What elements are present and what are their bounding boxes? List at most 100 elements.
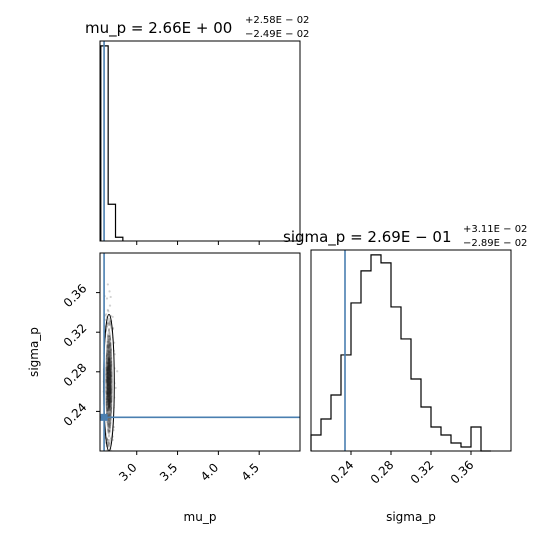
sample-point: [106, 354, 109, 357]
sample-point: [106, 344, 109, 347]
sample-point: [106, 356, 109, 359]
histogram-bin: [391, 307, 401, 451]
sample-point: [105, 459, 107, 461]
sample-point: [108, 352, 111, 355]
joint-x-axis-label: mu_p: [184, 510, 217, 524]
sample-point: [108, 335, 111, 338]
sample-point: [110, 354, 113, 357]
sample-point: [102, 485, 104, 487]
sample-point: [108, 430, 111, 433]
sample-point: [110, 395, 113, 398]
histogram-bin: [116, 237, 123, 241]
sample-point: [109, 409, 112, 412]
sample-point: [107, 422, 110, 426]
sample-point: [108, 424, 111, 428]
histogram-bin: [371, 255, 381, 451]
sample-point: [108, 414, 111, 417]
sample-point: [110, 371, 113, 374]
sample-point: [105, 392, 108, 395]
joint-truth-marker: [100, 413, 108, 421]
histogram-bin: [461, 447, 471, 451]
sample-point: [106, 441, 109, 444]
sample-point: [108, 341, 111, 344]
joint-y-axis-label: sigma_p: [27, 327, 41, 377]
sample-point: [105, 370, 108, 373]
sample-point: [105, 372, 108, 376]
sample-point: [109, 349, 112, 352]
sample-point: [105, 400, 108, 404]
sample-point: [108, 345, 111, 348]
sample-point: [109, 353, 112, 356]
sample-point: [106, 346, 109, 349]
sample-point: [110, 390, 113, 393]
sample-point: [105, 401, 108, 404]
sample-point: [110, 360, 113, 363]
sample-point: [107, 349, 110, 352]
sample-point: [109, 342, 112, 345]
sample-point: [109, 354, 112, 357]
sample-point: [105, 313, 108, 316]
sample-point: [108, 344, 111, 347]
histogram-bin: [311, 435, 321, 451]
sample-point: [106, 409, 109, 412]
sample-point: [108, 422, 111, 425]
y-tick-label: 0.32: [61, 321, 90, 350]
sample-point: [108, 408, 112, 412]
sample-point: [109, 344, 112, 347]
sample-point: [110, 378, 113, 381]
sample-point: [108, 321, 111, 325]
sample-point: [107, 344, 110, 347]
sample-point: [105, 362, 108, 365]
sample-point: [107, 310, 110, 313]
histogram-bin: [331, 395, 341, 451]
sample-point: [107, 350, 111, 353]
sample-point: [110, 395, 113, 399]
sample-point: [108, 413, 111, 416]
sample-point: [110, 408, 113, 411]
sample-point: [107, 335, 110, 338]
sample-point: [105, 352, 108, 355]
sample-point: [106, 340, 109, 344]
sample-point: [107, 342, 110, 346]
histogram-step-line: [100, 45, 124, 241]
mu-p-histogram: [100, 45, 124, 241]
sample-point: [106, 424, 110, 427]
histogram-bin: [451, 443, 461, 451]
sample-point: [108, 424, 111, 427]
sample-point: [106, 283, 109, 286]
sample-point: [107, 428, 110, 431]
histogram-bin: [421, 407, 431, 451]
mu-p-title-upper-error: +2.58E − 02: [245, 15, 309, 26]
sample-point: [106, 421, 109, 424]
sample-point: [109, 453, 111, 455]
mu-p-histogram-ticks: [136, 241, 260, 245]
sigma-p-x-axis-label: sigma_p: [386, 510, 436, 524]
histogram-bin: [431, 427, 441, 451]
sample-point: [110, 351, 113, 354]
mu-p-histogram-frame: [99, 40, 301, 242]
histogram-bin: [381, 263, 391, 451]
sample-point: [106, 353, 109, 356]
sample-point: [110, 361, 113, 364]
sample-point: [108, 476, 110, 478]
x-tick-label: 4.0: [198, 460, 221, 483]
sample-point: [110, 404, 113, 407]
sample-point: [110, 364, 113, 367]
sample-point: [108, 431, 111, 434]
sample-point: [108, 351, 111, 354]
sample-point: [110, 391, 113, 394]
sample-point: [106, 357, 109, 360]
x-tick-label: 0.24: [328, 458, 357, 487]
sample-point: [110, 368, 113, 371]
sample-point: [108, 335, 111, 338]
sample-point: [109, 348, 112, 352]
sample-point: [107, 345, 111, 348]
sample-point: [112, 452, 114, 454]
sample-point: [109, 409, 113, 412]
sample-point: [107, 426, 110, 429]
sample-point: [107, 335, 110, 338]
sample-point: [109, 352, 112, 355]
histogram-bin: [341, 355, 351, 451]
sample-point: [107, 423, 110, 426]
sample-point: [107, 408, 110, 411]
